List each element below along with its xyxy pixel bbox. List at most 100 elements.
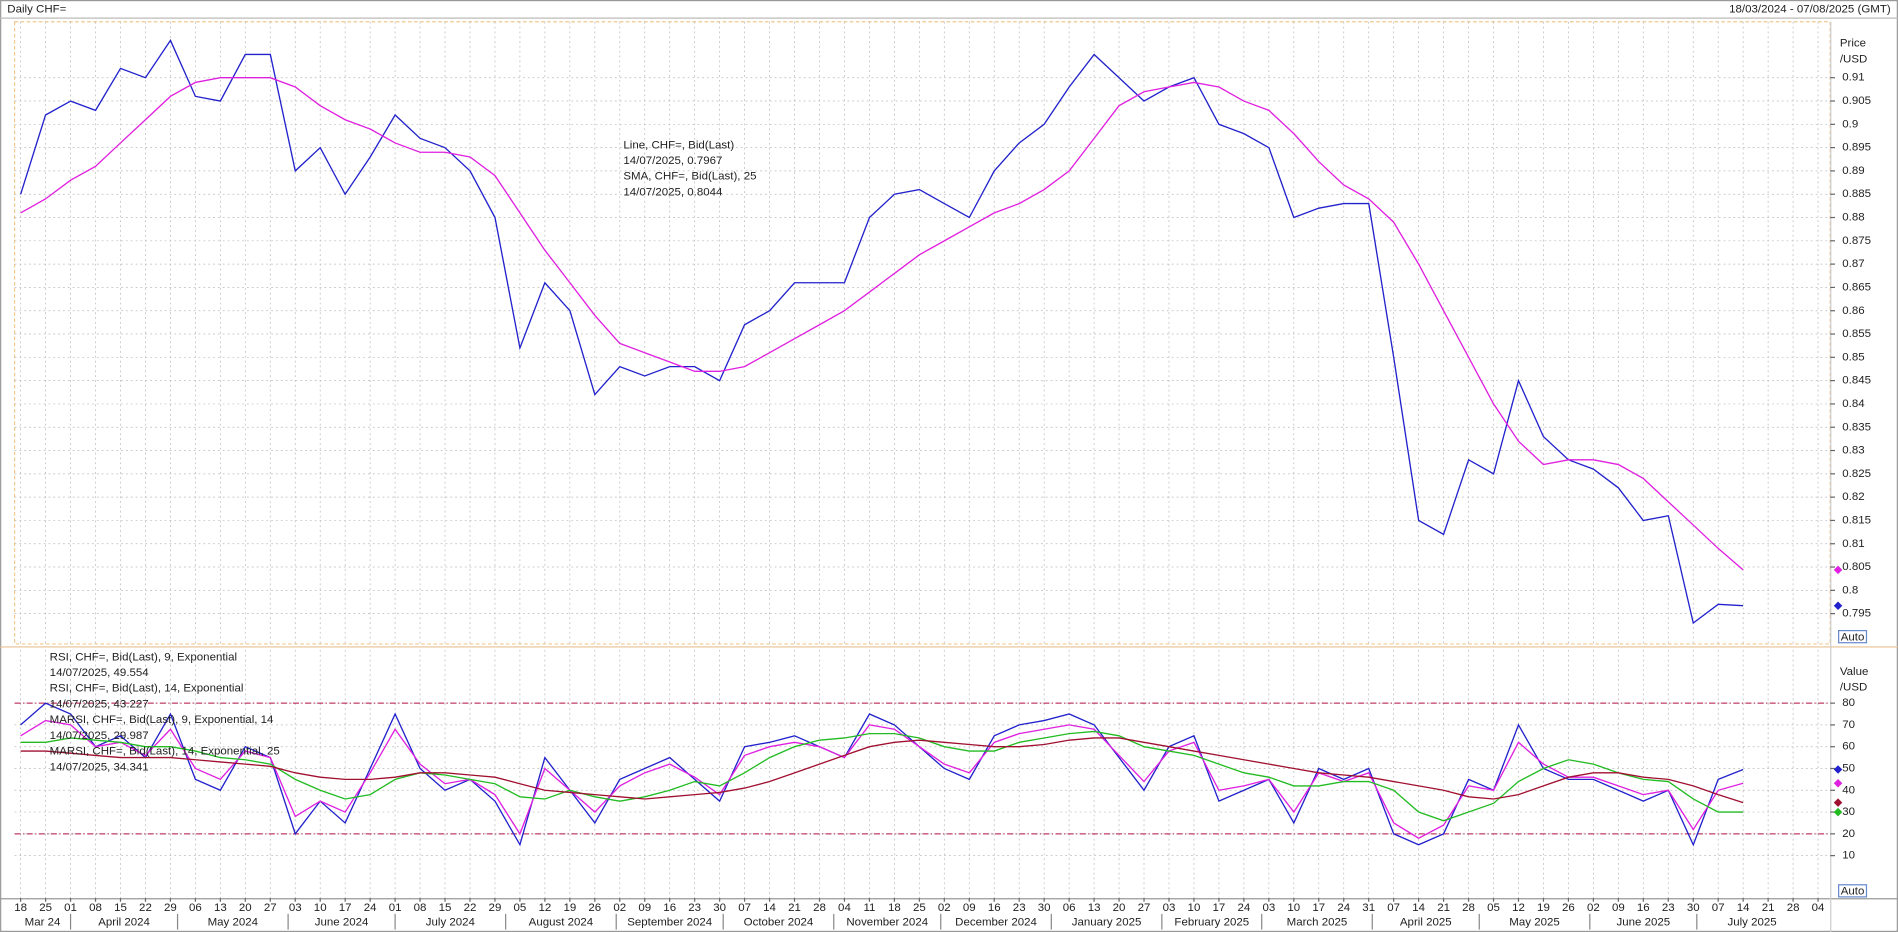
y-tick-label: 20 bbox=[1842, 828, 1855, 840]
x-tick-label: 26 bbox=[588, 902, 601, 914]
x-tick-label: 13 bbox=[1088, 902, 1101, 914]
legend-last-value: 14/07/2025, 29.987 bbox=[50, 730, 149, 742]
x-tick-label: 09 bbox=[963, 902, 976, 914]
last-value-marker bbox=[1833, 798, 1843, 807]
x-tick-label: 23 bbox=[1013, 902, 1026, 914]
y-tick-label: 30 bbox=[1842, 806, 1855, 818]
scale-button-label[interactable]: Auto bbox=[1841, 631, 1865, 643]
x-tick-label: 04 bbox=[838, 902, 851, 914]
x-tick-label: 21 bbox=[788, 902, 801, 914]
y-tick-label: 0.84 bbox=[1842, 398, 1865, 410]
series-line bbox=[20, 77, 1744, 571]
chart-title: Daily CHF= bbox=[7, 4, 66, 16]
month-label: October 2024 bbox=[744, 916, 814, 928]
x-tick-label: 07 bbox=[738, 902, 751, 914]
x-tick-label: 20 bbox=[1113, 902, 1126, 914]
y-tick-label: 0.91 bbox=[1842, 72, 1864, 84]
x-tick-label: 03 bbox=[1262, 902, 1275, 914]
x-tick-label: 25 bbox=[913, 902, 926, 914]
x-tick-label: 24 bbox=[1337, 902, 1350, 914]
y-tick-label: 0.8 bbox=[1842, 584, 1858, 596]
y-tick-label: 50 bbox=[1842, 763, 1855, 775]
y-tick-label: 0.855 bbox=[1842, 328, 1871, 340]
x-tick-label: 15 bbox=[114, 902, 127, 914]
series-line bbox=[20, 730, 1744, 822]
x-tick-label: 28 bbox=[1462, 902, 1475, 914]
x-tick-label: 03 bbox=[1163, 902, 1176, 914]
x-tick-label: 11 bbox=[863, 902, 875, 914]
x-tick-label: 02 bbox=[1587, 902, 1600, 914]
scale-button[interactable] bbox=[1838, 630, 1868, 644]
y-tick-label: 0.83 bbox=[1842, 445, 1864, 457]
month-label: July 2024 bbox=[426, 916, 476, 928]
y-tick-label: 0.86 bbox=[1842, 305, 1864, 317]
x-tick-label: 06 bbox=[189, 902, 202, 914]
y-axis-label: Value bbox=[1840, 666, 1869, 678]
x-tick-label: 18 bbox=[14, 902, 27, 914]
x-tick-label: 02 bbox=[613, 902, 626, 914]
x-tick-label: 07 bbox=[1712, 902, 1725, 914]
x-tick-label: 19 bbox=[1537, 902, 1550, 914]
x-tick-label: 10 bbox=[314, 902, 327, 914]
legend-name: RSI, CHF=, Bid(Last), 14, Exponential bbox=[50, 683, 244, 695]
x-tick-label: 29 bbox=[164, 902, 177, 914]
y-tick-label: 0.805 bbox=[1842, 561, 1871, 573]
legend-name: MARSI, CHF=, Bid(Last), 14, Exponential,… bbox=[50, 746, 280, 758]
x-tick-label: 24 bbox=[1237, 902, 1250, 914]
month-label: May 2025 bbox=[1509, 916, 1559, 928]
month-label: January 2025 bbox=[1072, 916, 1142, 928]
x-tick-label: 04 bbox=[1812, 902, 1825, 914]
x-tick-label: 17 bbox=[1213, 902, 1226, 914]
x-tick-label: 17 bbox=[1312, 902, 1325, 914]
x-tick-label: 13 bbox=[214, 902, 227, 914]
x-tick-label: 08 bbox=[89, 902, 102, 914]
y-tick-label: 0.795 bbox=[1842, 608, 1871, 620]
month-label: June 2024 bbox=[315, 916, 369, 928]
y-axis-label: Price bbox=[1840, 38, 1866, 50]
x-tick-label: 09 bbox=[1612, 902, 1625, 914]
y-tick-label: 0.845 bbox=[1842, 375, 1871, 387]
x-tick-label: 10 bbox=[1287, 902, 1300, 914]
y-tick-label: 0.815 bbox=[1842, 514, 1871, 526]
x-tick-label: 21 bbox=[1762, 902, 1775, 914]
y-tick-label: 0.87 bbox=[1842, 258, 1864, 270]
x-tick-label: 16 bbox=[663, 902, 676, 914]
x-tick-label: 28 bbox=[813, 902, 826, 914]
x-tick-label: 28 bbox=[1787, 902, 1800, 914]
x-tick-label: 09 bbox=[638, 902, 651, 914]
x-tick-label: 14 bbox=[1737, 902, 1750, 914]
y-tick-label: 0.81 bbox=[1842, 538, 1864, 550]
legend-name: RSI, CHF=, Bid(Last), 9, Exponential bbox=[50, 651, 237, 663]
legend-last-value: 14/07/2025, 49.554 bbox=[50, 667, 150, 679]
legend-last-value: 14/07/2025, 34.341 bbox=[50, 761, 149, 773]
month-label: February 2025 bbox=[1174, 916, 1249, 928]
last-value-marker bbox=[1833, 779, 1843, 788]
x-tick-label: 29 bbox=[489, 902, 502, 914]
y-tick-label: 80 bbox=[1842, 697, 1855, 709]
scale-button-label[interactable]: Auto bbox=[1841, 885, 1865, 897]
month-label: April 2024 bbox=[98, 916, 150, 928]
scale-button[interactable] bbox=[1838, 884, 1868, 898]
y-tick-label: 0.905 bbox=[1842, 95, 1871, 107]
x-tick-label: 05 bbox=[1487, 902, 1500, 914]
x-tick-label: 02 bbox=[938, 902, 951, 914]
x-tick-label: 22 bbox=[139, 902, 152, 914]
y-tick-label: 0.895 bbox=[1842, 142, 1871, 154]
y-tick-label: 0.885 bbox=[1842, 188, 1871, 200]
month-label: June 2025 bbox=[1616, 916, 1670, 928]
series-line bbox=[19, 39, 1744, 625]
x-tick-label: 01 bbox=[64, 902, 77, 914]
month-label: April 2025 bbox=[1400, 916, 1452, 928]
x-tick-label: 27 bbox=[264, 902, 277, 914]
x-tick-label: 25 bbox=[39, 902, 52, 914]
y-tick-label: 0.9 bbox=[1842, 118, 1858, 130]
price-plot-area bbox=[13, 21, 1831, 645]
x-tick-label: 10 bbox=[1188, 902, 1201, 914]
x-tick-label: 08 bbox=[414, 902, 427, 914]
series-line bbox=[20, 737, 1744, 804]
x-tick-label: 06 bbox=[1063, 902, 1076, 914]
last-value-marker bbox=[1833, 565, 1843, 575]
y-tick-label: 0.835 bbox=[1842, 421, 1871, 433]
month-label: August 2024 bbox=[529, 916, 594, 928]
legend-last-value: 14/07/2025, 0.8044 bbox=[623, 186, 723, 198]
